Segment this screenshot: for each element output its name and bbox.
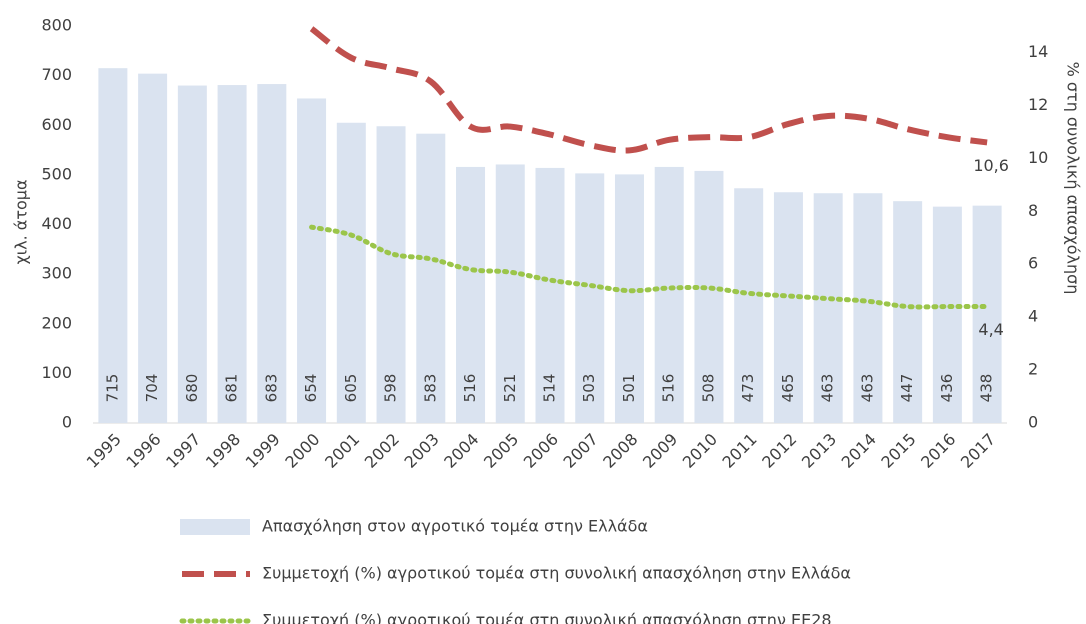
bar-value-label: 683 bbox=[262, 374, 280, 403]
x-tick-label: 2015 bbox=[877, 430, 919, 472]
bar-value-label: 463 bbox=[858, 374, 876, 403]
bar-value-label: 516 bbox=[461, 374, 479, 403]
x-tick-label: 2006 bbox=[520, 430, 562, 472]
y2-tick-label: 10 bbox=[1028, 148, 1048, 167]
x-tick-label: 1999 bbox=[242, 430, 284, 472]
bar bbox=[336, 122, 366, 424]
bar-value-label: 598 bbox=[382, 374, 400, 403]
y-axis-label: χιλ. άτομα bbox=[12, 180, 31, 265]
bar bbox=[138, 73, 168, 423]
line-value-label: 10,6 bbox=[973, 156, 1009, 175]
x-tick-label: 2008 bbox=[599, 430, 641, 472]
x-tick-label: 2003 bbox=[401, 430, 443, 472]
bar-value-label: 465 bbox=[779, 374, 797, 403]
x-tick-label: 2005 bbox=[480, 430, 522, 472]
bar-value-label: 436 bbox=[938, 374, 956, 403]
bar-value-label: 521 bbox=[501, 374, 519, 403]
bar bbox=[813, 193, 843, 423]
bar bbox=[297, 98, 327, 423]
x-tick-label: 1998 bbox=[202, 430, 244, 472]
bar bbox=[495, 164, 525, 424]
legend-swatch bbox=[180, 519, 250, 535]
bar bbox=[217, 85, 247, 424]
legend-label: Απασχόληση στον αγροτικό τομέα στην Ελλά… bbox=[262, 517, 648, 536]
x-tick-label: 2016 bbox=[917, 430, 959, 472]
bar-value-label: 438 bbox=[978, 374, 996, 403]
bar-value-label: 473 bbox=[739, 374, 757, 403]
bar bbox=[177, 85, 207, 424]
bar bbox=[654, 166, 684, 423]
bar bbox=[893, 201, 923, 423]
x-tick-label: 2002 bbox=[361, 430, 403, 472]
bar bbox=[456, 166, 486, 423]
y2-axis-label: % στη συνολική απασχόληση bbox=[1064, 62, 1083, 295]
x-tick-label: 2001 bbox=[321, 430, 363, 472]
bar-value-label: 654 bbox=[302, 374, 320, 403]
bar bbox=[416, 133, 446, 423]
x-tick-label: 1996 bbox=[122, 430, 164, 472]
legend-label: Συμμετοχή (%) αγροτικού τομέα στη συνολι… bbox=[262, 564, 851, 583]
y-tick-label: 600 bbox=[41, 115, 72, 134]
bar-value-label: 501 bbox=[620, 374, 638, 403]
x-tick-label: 2011 bbox=[718, 430, 760, 472]
bar-value-label: 447 bbox=[898, 374, 916, 403]
bar bbox=[694, 170, 724, 423]
bar-value-label: 508 bbox=[699, 374, 717, 403]
y-tick-label: 200 bbox=[41, 313, 72, 332]
y2-tick-label: 12 bbox=[1028, 95, 1048, 114]
y2-tick-label: 6 bbox=[1028, 254, 1038, 273]
bar bbox=[535, 167, 565, 423]
x-tick-label: 2017 bbox=[957, 430, 999, 472]
y2-tick-label: 14 bbox=[1028, 42, 1048, 61]
y-tick-label: 300 bbox=[41, 264, 72, 283]
bar bbox=[575, 173, 605, 423]
x-tick-label: 1997 bbox=[162, 430, 204, 472]
bar bbox=[257, 84, 287, 423]
bar-value-label: 463 bbox=[819, 374, 837, 403]
x-tick-label: 2000 bbox=[281, 430, 323, 472]
bar-value-label: 503 bbox=[580, 374, 598, 403]
bar-value-label: 605 bbox=[342, 374, 360, 403]
bar bbox=[932, 206, 962, 423]
x-tick-label: 2009 bbox=[639, 430, 681, 472]
line-value-label: 4,4 bbox=[978, 320, 1003, 339]
y2-tick-label: 0 bbox=[1028, 413, 1038, 432]
bar-value-label: 583 bbox=[421, 374, 439, 403]
x-tick-label: 2014 bbox=[838, 430, 880, 472]
y2-tick-label: 4 bbox=[1028, 307, 1038, 326]
y-tick-label: 400 bbox=[41, 214, 72, 233]
bar bbox=[614, 174, 644, 423]
bar bbox=[734, 188, 764, 423]
y-tick-label: 500 bbox=[41, 164, 72, 183]
x-tick-label: 2004 bbox=[440, 430, 482, 472]
x-tick-label: 2013 bbox=[798, 430, 840, 472]
bar bbox=[972, 205, 1002, 423]
x-tick-label: 2012 bbox=[758, 430, 800, 472]
x-tick-label: 2010 bbox=[679, 430, 721, 472]
bar-value-label: 681 bbox=[223, 374, 241, 403]
y-tick-label: 100 bbox=[41, 363, 72, 382]
x-tick-label: 2007 bbox=[560, 430, 602, 472]
line bbox=[309, 26, 988, 154]
y-tick-label: 0 bbox=[62, 413, 72, 432]
bar bbox=[773, 192, 803, 423]
line bbox=[309, 224, 990, 310]
bar-value-label: 516 bbox=[660, 374, 678, 403]
bar bbox=[853, 193, 883, 423]
legend-label: Συμμετοχή (%) αγροτικού τομέα στη συνολι… bbox=[262, 611, 832, 624]
x-tick-label: 1995 bbox=[83, 430, 125, 472]
y2-tick-label: 8 bbox=[1028, 201, 1038, 220]
y2-tick-label: 2 bbox=[1028, 360, 1038, 379]
bar-value-label: 680 bbox=[183, 374, 201, 403]
bar-value-label: 704 bbox=[143, 374, 161, 403]
y-tick-label: 800 bbox=[41, 16, 72, 35]
bar-value-label: 715 bbox=[103, 374, 121, 403]
bar bbox=[376, 126, 406, 424]
bar bbox=[98, 68, 128, 424]
y-tick-label: 700 bbox=[41, 65, 72, 84]
bar-value-label: 514 bbox=[541, 374, 559, 403]
